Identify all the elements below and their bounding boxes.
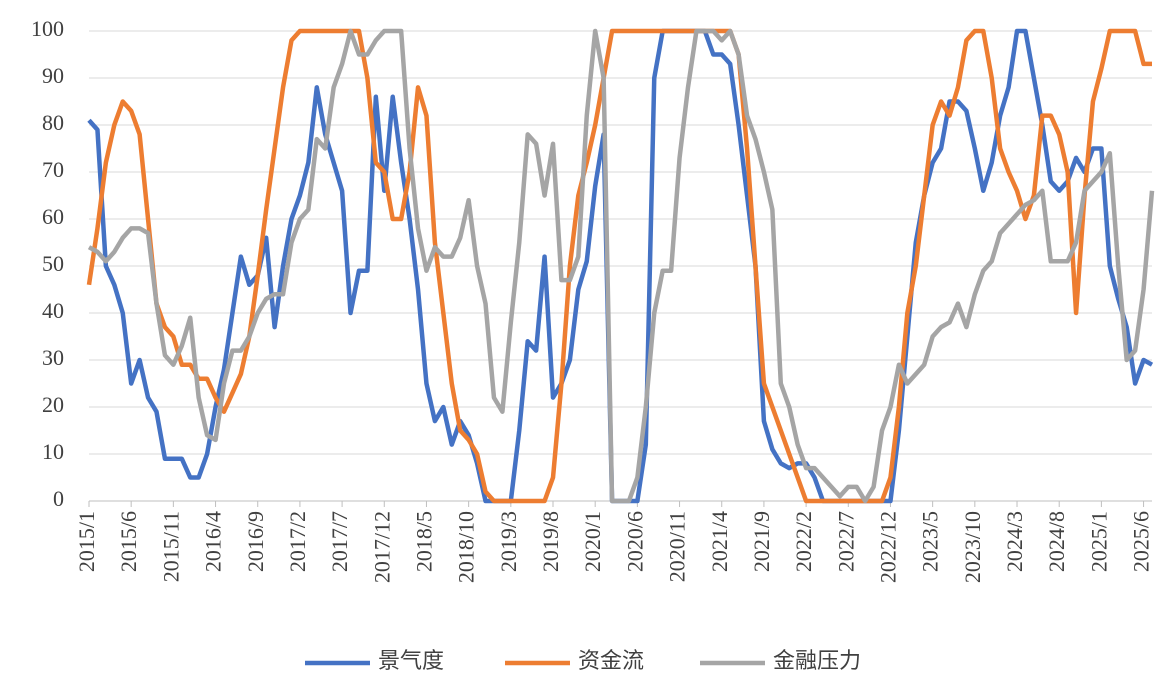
x-tick-label: 2015/1	[74, 511, 99, 572]
y-tick-label: 10	[42, 439, 64, 464]
legend-label: 资金流	[578, 648, 644, 673]
x-tick-label: 2020/1	[580, 511, 605, 572]
x-tick-label: 2023/5	[918, 511, 943, 572]
x-tick-label: 2017/7	[327, 511, 352, 572]
x-tick-label: 2020/11	[665, 511, 690, 582]
legend-label: 景气度	[378, 648, 444, 673]
x-tick-label: 2017/12	[369, 511, 394, 583]
x-tick-label: 2022/7	[833, 511, 858, 572]
x-tick-label: 2018/5	[412, 511, 437, 572]
series-line	[86, 28, 1152, 504]
x-tick-label: 2017/2	[285, 511, 310, 572]
x-tick-label: 2019/8	[538, 511, 563, 572]
x-tick-label: 2016/9	[243, 511, 268, 572]
x-tick-label: 2024/8	[1044, 511, 1069, 572]
x-tick-label: 2023/10	[960, 511, 985, 583]
x-tick-label: 2021/9	[749, 511, 774, 572]
x-tick-label: 2022/2	[791, 511, 816, 572]
y-tick-label: 20	[42, 392, 64, 417]
y-tick-label: 50	[42, 251, 64, 276]
x-tick-label: 2016/4	[201, 511, 226, 572]
x-tick-label: 2020/6	[622, 511, 647, 572]
y-tick-label: 0	[53, 486, 64, 511]
x-tick-label: 2019/3	[496, 511, 521, 572]
legend-label: 金融压力	[773, 648, 861, 673]
y-tick-label: 100	[31, 16, 64, 41]
y-tick-label: 90	[42, 63, 64, 88]
x-tick-label: 2025/1	[1086, 511, 1111, 572]
y-tick-label: 40	[42, 298, 64, 323]
x-tick-label: 2025/6	[1129, 511, 1154, 572]
x-tick-label: 2021/4	[707, 511, 732, 572]
y-tick-label: 60	[42, 204, 64, 229]
x-tick-label: 2015/6	[116, 511, 141, 572]
x-tick-label: 2022/12	[876, 511, 901, 583]
y-tick-label: 70	[42, 157, 64, 182]
x-tick-label: 2015/11	[158, 511, 183, 582]
y-tick-label: 80	[42, 110, 64, 135]
series-line	[87, 28, 1155, 504]
x-tick-label: 2024/3	[1002, 511, 1027, 572]
y-tick-label: 30	[42, 345, 64, 370]
x-tick-label: 2018/10	[454, 511, 479, 583]
